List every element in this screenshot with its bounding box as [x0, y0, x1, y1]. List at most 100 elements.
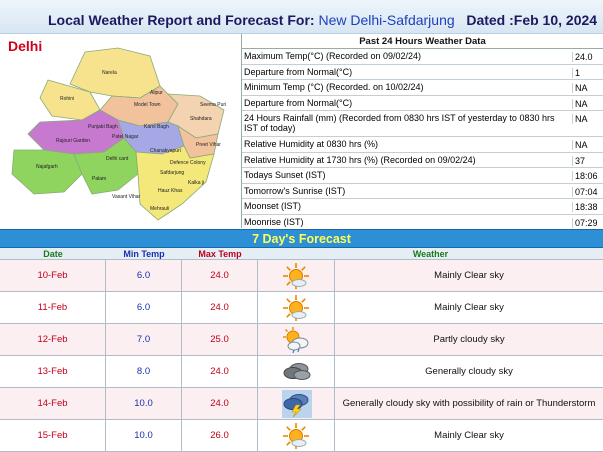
past-row-label: Todays Sunset (IST) [244, 170, 326, 180]
map-region-najafgarh [11, 149, 83, 195]
thunderstorm-icon [258, 388, 335, 419]
svg-text:Vasant Vihar: Vasant Vihar [112, 194, 141, 200]
forecast-date: 15-Feb [0, 420, 106, 451]
past-row: Tomorrow's Sunrise (IST) 07:04 [242, 184, 603, 199]
partly-cloudy-icon [258, 324, 335, 355]
svg-text:Palam: Palam [92, 176, 106, 182]
forecast-date: 12-Feb [0, 324, 106, 355]
past-row: Departure from Normal(°C) 1 [242, 65, 603, 80]
past-row-label: Departure from Normal(°C) [244, 97, 353, 108]
forecast-table: Date Min Temp Max Temp Weather 10-Feb 6.0… [0, 248, 603, 452]
forecast-min-temp: 10.0 [106, 420, 182, 451]
forecast-min-temp: 6.0 [106, 260, 182, 291]
title-prefix: Local Weather Report and Forecast For: [48, 12, 319, 28]
past-row-value: 18:06 [572, 171, 603, 181]
header-date: Date [43, 249, 63, 259]
cloudy-icon [258, 356, 335, 387]
forecast-row: 10-Feb 6.0 24.0 Mainly Clear sky [0, 260, 603, 292]
past-row: Maximum Temp(°C) (Recorded on 09/02/24) 2… [242, 49, 603, 65]
past-row-value: NA [572, 83, 603, 93]
past-24h-title: Past 24 Hours Weather Data [242, 34, 603, 49]
svg-text:Kalka ji: Kalka ji [188, 180, 204, 186]
forecast-max-temp: 25.0 [182, 324, 258, 355]
page-title: Local Weather Report and Forecast For: N… [48, 12, 597, 28]
svg-text:Najafgarh: Najafgarh [36, 164, 58, 170]
station-name: New Delhi-Safdarjung [318, 12, 455, 28]
forecast-max-temp: 24.0 [182, 356, 258, 387]
forecast-max-temp: 24.0 [182, 388, 258, 419]
forecast-min-temp: 7.0 [106, 324, 182, 355]
svg-text:Preet Vihar: Preet Vihar [196, 142, 221, 148]
report-header: Local Weather Report and Forecast For: N… [0, 0, 603, 34]
svg-text:Defence Colony: Defence Colony [170, 160, 206, 166]
past-row-label: Tomorrow's Sunrise (IST) [244, 185, 346, 196]
past-row: Minimum Temp (°C) (Recorded. on 10/02/24… [242, 80, 603, 96]
past-row: Departure from Normal(°C) NA [242, 96, 603, 111]
forecast-min-temp: 10.0 [106, 388, 182, 419]
header-min-temp: Min Temp [123, 249, 165, 259]
forecast-max-temp: 24.0 [182, 292, 258, 323]
past-row-value: 37 [572, 155, 603, 166]
forecast-date: 14-Feb [0, 388, 106, 419]
svg-text:Shahdara: Shahdara [190, 116, 212, 122]
forecast-date: 10-Feb [0, 260, 106, 291]
svg-text:Narela: Narela [102, 70, 117, 76]
forecast-header-row: Date Min Temp Max Temp Weather [0, 248, 603, 260]
past-row: 24 Hours Rainfall (mm) (Recorded from 08… [242, 111, 603, 137]
past-row: Moonset (IST) 18:38 [242, 199, 603, 215]
forecast-weather: Mainly Clear sky [434, 430, 504, 441]
past-row-value: NA [572, 140, 603, 150]
map-region-south-delhi [135, 145, 215, 221]
forecast-max-temp: 24.0 [182, 260, 258, 291]
past-row-label: Moonrise (IST) [244, 216, 304, 227]
forecast-title: 7 Day's Forecast [0, 229, 603, 248]
past-row-label: Relative Humidity at 1730 hrs (%) (Recor… [244, 154, 476, 165]
past-row-value: 18:38 [572, 202, 603, 212]
sun-icon [258, 292, 335, 323]
report-date: Dated :Feb 10, 2024 [466, 12, 598, 28]
past-row-value: 24.0 [572, 52, 603, 62]
svg-text:Chanakyapuri: Chanakyapuri [150, 148, 181, 154]
forecast-row: 14-Feb 10.0 24.0 Generally cloudy sky with … [0, 388, 603, 420]
forecast-weather: Partly cloudy sky [433, 334, 505, 345]
past-row: Todays Sunset (IST) 18:06 [242, 168, 603, 184]
header-max-temp: Max Temp [198, 249, 242, 259]
past-row-value: 07:29 [572, 217, 603, 228]
forecast-weather: Mainly Clear sky [434, 270, 504, 281]
svg-text:Seema Puri: Seema Puri [200, 102, 226, 108]
svg-text:Rajouri Garden: Rajouri Garden [56, 138, 90, 144]
past-24h-panel: Past 24 Hours Weather Data Maximum Temp(… [241, 34, 603, 230]
past-row-value: NA [572, 114, 603, 124]
past-row-label: Maximum Temp(°C) (Recorded on 09/02/24) [244, 51, 422, 61]
past-row-value: NA [572, 98, 603, 109]
past-row-label: 24 Hours Rainfall (mm) (Recorded from 08… [244, 113, 555, 133]
forecast-min-temp: 6.0 [106, 292, 182, 323]
sun-icon [258, 260, 335, 291]
past-row: Relative Humidity at 1730 hrs (%) (Recor… [242, 153, 603, 168]
svg-text:Punjabi Bagh: Punjabi Bagh [88, 124, 118, 130]
past-row-label: Relative Humidity at 0830 hrs (%) [244, 139, 379, 149]
svg-text:Patel Nagar: Patel Nagar [112, 134, 139, 140]
svg-text:Delhi cant: Delhi cant [106, 156, 129, 162]
forecast-weather: Generally cloudy sky with possibility of… [342, 398, 596, 409]
forecast-date: 13-Feb [0, 356, 106, 387]
past-row: Relative Humidity at 0830 hrs (%) NA [242, 137, 603, 153]
sun-icon [258, 420, 335, 451]
forecast-row: 13-Feb 8.0 24.0 Generally cloudy sky [0, 356, 603, 388]
forecast-date: 11-Feb [0, 292, 106, 323]
past-row: Moonrise (IST) 07:29 [242, 215, 603, 230]
delhi-district-map: Narela Rohini Model Town Alipur Seema Pu… [11, 47, 226, 221]
past-row-label: Moonset (IST) [244, 201, 302, 211]
forecast-row: 12-Feb 7.0 25.0 Partly cloudy sky [0, 324, 603, 356]
svg-text:Rohini: Rohini [60, 96, 74, 102]
forecast-row: 11-Feb 6.0 24.0 Mainly Clear sky [0, 292, 603, 324]
forecast-max-temp: 26.0 [182, 420, 258, 451]
svg-text:Karol Bagh: Karol Bagh [144, 124, 169, 130]
forecast-weather: Generally cloudy sky [425, 366, 513, 377]
forecast-row: 15-Feb 10.0 26.0 Mainly Clear sky [0, 420, 603, 452]
past-row-value: 1 [572, 67, 603, 78]
past-row-label: Minimum Temp (°C) (Recorded. on 10/02/24… [244, 82, 424, 92]
forecast-min-temp: 8.0 [106, 356, 182, 387]
past-row-label: Departure from Normal(°C) [244, 66, 353, 77]
svg-text:Model Town: Model Town [134, 102, 161, 108]
